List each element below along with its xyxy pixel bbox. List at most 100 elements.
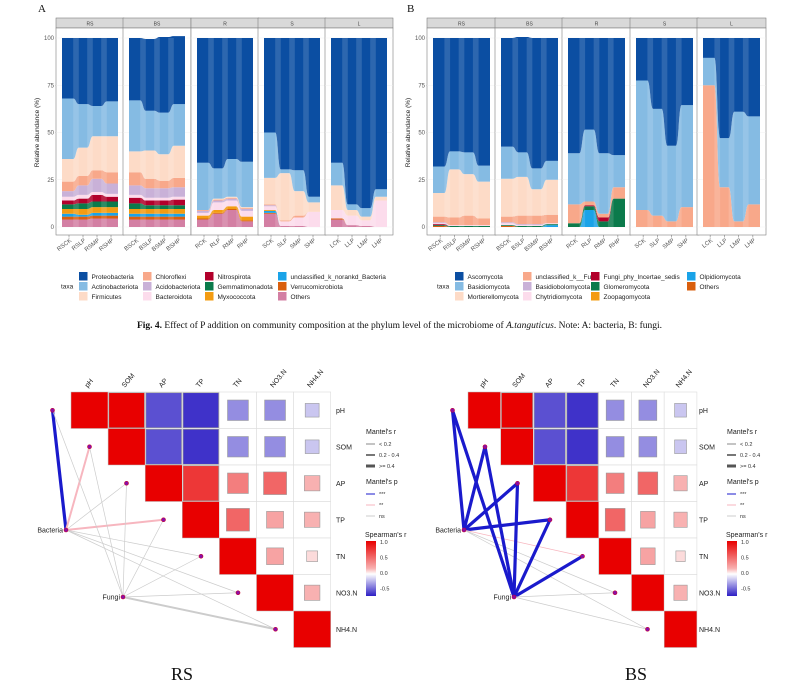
heatmap-cell-square bbox=[145, 428, 182, 465]
heatmap-cell-diagonal bbox=[107, 428, 146, 466]
area-unclassified-k-fungi bbox=[703, 85, 760, 227]
legend-swatch bbox=[523, 282, 532, 291]
legend-label: Others bbox=[291, 294, 311, 301]
x-tick-label: BSCK bbox=[124, 238, 141, 253]
x-tick-label: RLP bbox=[209, 238, 222, 250]
facet-r: R RCK RLP RMP RHP bbox=[190, 17, 260, 251]
area-ascomycota bbox=[568, 38, 625, 156]
mantel-link bbox=[463, 529, 583, 557]
facet-strip-label: L bbox=[730, 21, 733, 27]
legend-label: Verrucomicrobiota bbox=[291, 284, 344, 291]
y-axis-title: Relative abundance (%) bbox=[34, 98, 41, 167]
mantel-legend: Mantel's r < 0.2 0.2 - 0.4 >= 0.4 Mantel's p… bbox=[365, 429, 407, 596]
heatmap-cell-square bbox=[264, 436, 286, 458]
heatmap-cell-square bbox=[304, 584, 321, 601]
sample-transition-band bbox=[647, 38, 654, 227]
mantel-link bbox=[122, 519, 164, 598]
area-basidiomycota bbox=[433, 151, 490, 193]
mantel-link bbox=[463, 529, 648, 630]
mantel-endpoint-dot bbox=[161, 517, 166, 523]
legend-swatch bbox=[278, 272, 287, 281]
sample-transition-band bbox=[458, 38, 465, 227]
mantel-endpoint-dot bbox=[50, 407, 55, 413]
mantel-node-dot bbox=[63, 527, 69, 533]
spearman-colorbar bbox=[727, 541, 737, 596]
x-tick-label: SHP bbox=[304, 238, 317, 250]
area-bacteroidota bbox=[264, 206, 320, 227]
legend-item: Others bbox=[278, 292, 311, 301]
heatmap-cell-square bbox=[533, 392, 566, 429]
legend-swatch bbox=[687, 282, 696, 291]
area-verrucomicrobiota bbox=[129, 216, 185, 220]
sample-transition-band bbox=[675, 38, 682, 227]
heatmap-cell-square bbox=[673, 475, 688, 492]
x-tick-label: BSHP bbox=[539, 238, 556, 253]
legend-label: unclassified_k_norankd_Bacteria bbox=[291, 274, 387, 281]
sample-transition-band bbox=[512, 38, 519, 227]
sample-transition-band bbox=[236, 38, 242, 227]
facet-strip-label: S bbox=[663, 21, 667, 27]
sample-transition-band bbox=[593, 38, 600, 227]
legend-swatch bbox=[205, 272, 214, 281]
area-nitrospirota bbox=[129, 197, 185, 206]
legend-p-label: *** bbox=[379, 492, 386, 498]
heatmap-cell-square bbox=[566, 392, 599, 429]
heatmap-row-label: TP bbox=[336, 517, 345, 524]
heatmap-cell-square bbox=[605, 399, 625, 421]
heatmap-cell-square bbox=[533, 428, 566, 465]
mantel-endpoint-dot bbox=[124, 480, 129, 486]
area-proteobacteria bbox=[264, 38, 320, 197]
heatmap-col-label: NH4.N bbox=[675, 369, 694, 390]
y-axis-title: Relative abundance (%) bbox=[405, 98, 412, 167]
panel-letter: B bbox=[407, 3, 414, 15]
panel-label-rs: RS bbox=[171, 664, 193, 684]
legend-label: Olpidiomycota bbox=[700, 274, 742, 281]
mantel-endpoint-dot bbox=[645, 626, 650, 632]
area-basidiomycota bbox=[568, 129, 625, 214]
x-tick-label: RCK bbox=[195, 238, 209, 251]
area-firmicutes bbox=[129, 145, 185, 181]
legend-taxa: taxa Ascomycota Basidiomycota Mortierellomy… bbox=[437, 272, 741, 301]
area-glomeromycota bbox=[568, 198, 625, 227]
mantel-link bbox=[65, 482, 127, 531]
sample-transition-band bbox=[728, 38, 735, 227]
area-actinobacteriota bbox=[197, 158, 253, 210]
legend-item: Bacteroidota bbox=[143, 292, 192, 301]
y-tick-label: 100 bbox=[415, 36, 426, 42]
x-tick-label: LCK bbox=[329, 238, 342, 250]
sample-transition-band bbox=[370, 38, 376, 227]
heatmap-cell-square bbox=[501, 392, 533, 429]
mantel-link bbox=[50, 408, 68, 532]
legend-item: Olpidiomycota bbox=[687, 272, 741, 281]
legend-item: unclassified_k__Fungi bbox=[523, 272, 600, 281]
area-ascomycota bbox=[433, 38, 490, 167]
legend-item: Verrucomicrobiota bbox=[278, 282, 343, 291]
legend-item: Basidiobolomycota bbox=[523, 282, 590, 291]
area-actinobacteriota bbox=[331, 162, 387, 217]
legend-mantel-p-title: Mantel's p bbox=[366, 479, 398, 486]
heatmap-row-label: NH4.N bbox=[699, 627, 720, 634]
legend-swatch bbox=[523, 292, 532, 301]
sample-transition-band bbox=[661, 38, 668, 227]
heatmap-cell-square bbox=[605, 472, 625, 494]
legend-item: Acidobacteriota bbox=[143, 282, 201, 291]
legend-label: Zoopagomycota bbox=[604, 294, 651, 301]
legend-label: Myxococcota bbox=[218, 294, 256, 301]
area-gemmatimonadota bbox=[62, 201, 118, 210]
x-tick-label: LCK bbox=[701, 238, 714, 250]
mantel-link bbox=[512, 481, 520, 599]
sample-transition-band bbox=[222, 38, 228, 227]
heatmap-col-label: TP bbox=[577, 378, 588, 390]
legend-item: Gemmatimonadota bbox=[205, 282, 273, 291]
area-ascomycota bbox=[636, 38, 693, 146]
area-proteobacteria bbox=[331, 38, 387, 209]
legend-label: Basidiomycota bbox=[468, 284, 511, 291]
x-tick-label: SHP bbox=[677, 238, 690, 250]
area-glomeromycota bbox=[501, 224, 558, 227]
heatmap-cell-diagonal bbox=[533, 464, 567, 502]
legend-swatch bbox=[143, 282, 152, 291]
mantel-link bbox=[450, 408, 516, 599]
